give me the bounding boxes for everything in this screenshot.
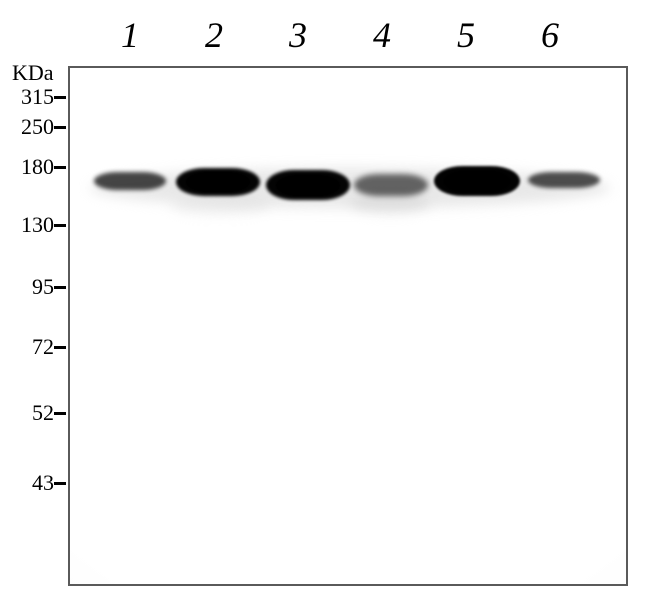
band-lane-2-core xyxy=(186,172,250,192)
mw-tick-130 xyxy=(54,224,66,227)
unit-label: KDa xyxy=(12,60,54,86)
band-lane-1 xyxy=(94,172,166,190)
mw-label-250: 250 xyxy=(10,114,54,140)
mw-tick-95 xyxy=(54,286,66,289)
mw-label-72: 72 xyxy=(10,334,54,360)
mw-tick-43 xyxy=(54,482,66,485)
lane-label-4: 4 xyxy=(362,14,402,56)
mw-tick-52 xyxy=(54,412,66,415)
mw-label-315: 315 xyxy=(10,84,54,110)
mw-label-95: 95 xyxy=(10,274,54,300)
band-lane-5-core xyxy=(444,171,509,192)
mw-label-43: 43 xyxy=(10,470,54,496)
mw-tick-250 xyxy=(54,126,66,129)
lane-label-1: 1 xyxy=(110,14,150,56)
mw-tick-315 xyxy=(54,96,66,99)
lane-label-3: 3 xyxy=(278,14,318,56)
mw-tick-72 xyxy=(54,346,66,349)
mw-label-52: 52 xyxy=(10,400,54,426)
mw-label-130: 130 xyxy=(10,212,54,238)
mw-label-180: 180 xyxy=(10,154,54,180)
lane-label-2: 2 xyxy=(194,14,234,56)
band-lane-6 xyxy=(528,172,600,188)
mw-tick-180 xyxy=(54,166,66,169)
band-lane-3-core xyxy=(276,175,340,196)
figure-container: KDa 1 2 3 4 5 6 315 250 180 130 95 72 52 43 xyxy=(0,0,650,606)
blot-smear-2 xyxy=(350,193,430,213)
lane-label-6: 6 xyxy=(530,14,570,56)
blot-smear-3 xyxy=(170,196,270,214)
lane-label-5: 5 xyxy=(446,14,486,56)
band-lane-4 xyxy=(354,174,428,196)
blot-frame xyxy=(68,66,628,586)
blot-membrane xyxy=(70,68,626,584)
